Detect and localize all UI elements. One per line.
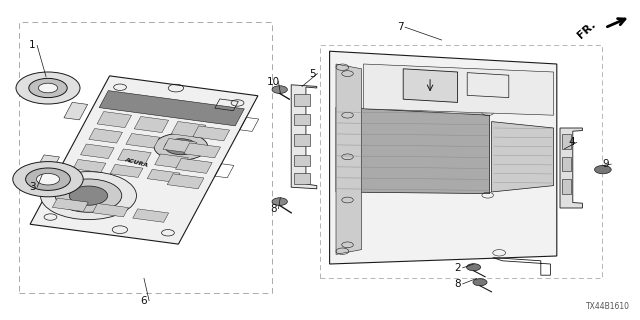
Circle shape	[38, 83, 58, 93]
Polygon shape	[330, 51, 557, 264]
Text: 7: 7	[397, 22, 403, 32]
Circle shape	[29, 78, 67, 98]
Polygon shape	[99, 91, 244, 126]
Circle shape	[473, 279, 487, 286]
Text: 2: 2	[454, 263, 461, 273]
Circle shape	[165, 139, 197, 155]
Circle shape	[595, 165, 611, 174]
Text: 5: 5	[309, 68, 316, 79]
Bar	[294, 114, 310, 125]
Polygon shape	[492, 122, 554, 192]
Polygon shape	[184, 143, 221, 158]
Bar	[562, 134, 571, 149]
Polygon shape	[155, 154, 188, 168]
Text: 6: 6	[141, 296, 147, 306]
Polygon shape	[64, 102, 88, 120]
Circle shape	[40, 172, 136, 220]
Circle shape	[26, 168, 70, 190]
Polygon shape	[560, 128, 582, 208]
Text: 8: 8	[454, 279, 461, 289]
Polygon shape	[36, 155, 60, 172]
Polygon shape	[167, 174, 204, 189]
Text: 3: 3	[29, 182, 35, 192]
Polygon shape	[97, 112, 132, 128]
Text: 8: 8	[270, 204, 276, 214]
Polygon shape	[118, 149, 151, 164]
Text: 10: 10	[267, 76, 280, 87]
Polygon shape	[110, 164, 143, 177]
Circle shape	[55, 179, 122, 212]
Polygon shape	[52, 198, 88, 212]
Text: 1: 1	[29, 40, 35, 51]
Polygon shape	[172, 122, 205, 138]
Bar	[294, 94, 310, 106]
Bar	[562, 179, 571, 194]
Polygon shape	[403, 69, 458, 102]
Polygon shape	[30, 76, 258, 244]
Text: TX44B1610: TX44B1610	[586, 302, 630, 311]
Polygon shape	[193, 126, 230, 141]
Circle shape	[16, 72, 80, 104]
Bar	[294, 155, 310, 166]
Polygon shape	[291, 85, 317, 189]
Polygon shape	[364, 64, 554, 115]
Text: ACURA: ACURA	[124, 157, 148, 168]
Polygon shape	[147, 169, 180, 182]
Polygon shape	[81, 144, 114, 158]
Bar	[562, 157, 571, 171]
Polygon shape	[132, 209, 168, 222]
Polygon shape	[93, 204, 129, 217]
Circle shape	[272, 86, 287, 93]
Polygon shape	[134, 116, 168, 132]
Text: 9: 9	[603, 159, 609, 169]
Circle shape	[36, 173, 60, 185]
Text: FR.: FR.	[576, 19, 598, 40]
Circle shape	[467, 264, 481, 271]
Polygon shape	[336, 64, 362, 254]
Bar	[294, 173, 310, 184]
Circle shape	[154, 133, 208, 160]
Circle shape	[69, 186, 108, 205]
Polygon shape	[89, 129, 122, 143]
Bar	[294, 134, 310, 146]
Circle shape	[13, 162, 83, 197]
Circle shape	[272, 198, 287, 205]
Polygon shape	[175, 158, 212, 173]
Bar	[19, 22, 272, 293]
Polygon shape	[126, 133, 159, 148]
Text: 4: 4	[568, 137, 575, 148]
Polygon shape	[163, 139, 196, 153]
Polygon shape	[73, 159, 106, 172]
Bar	[320, 45, 602, 278]
Polygon shape	[336, 107, 490, 194]
